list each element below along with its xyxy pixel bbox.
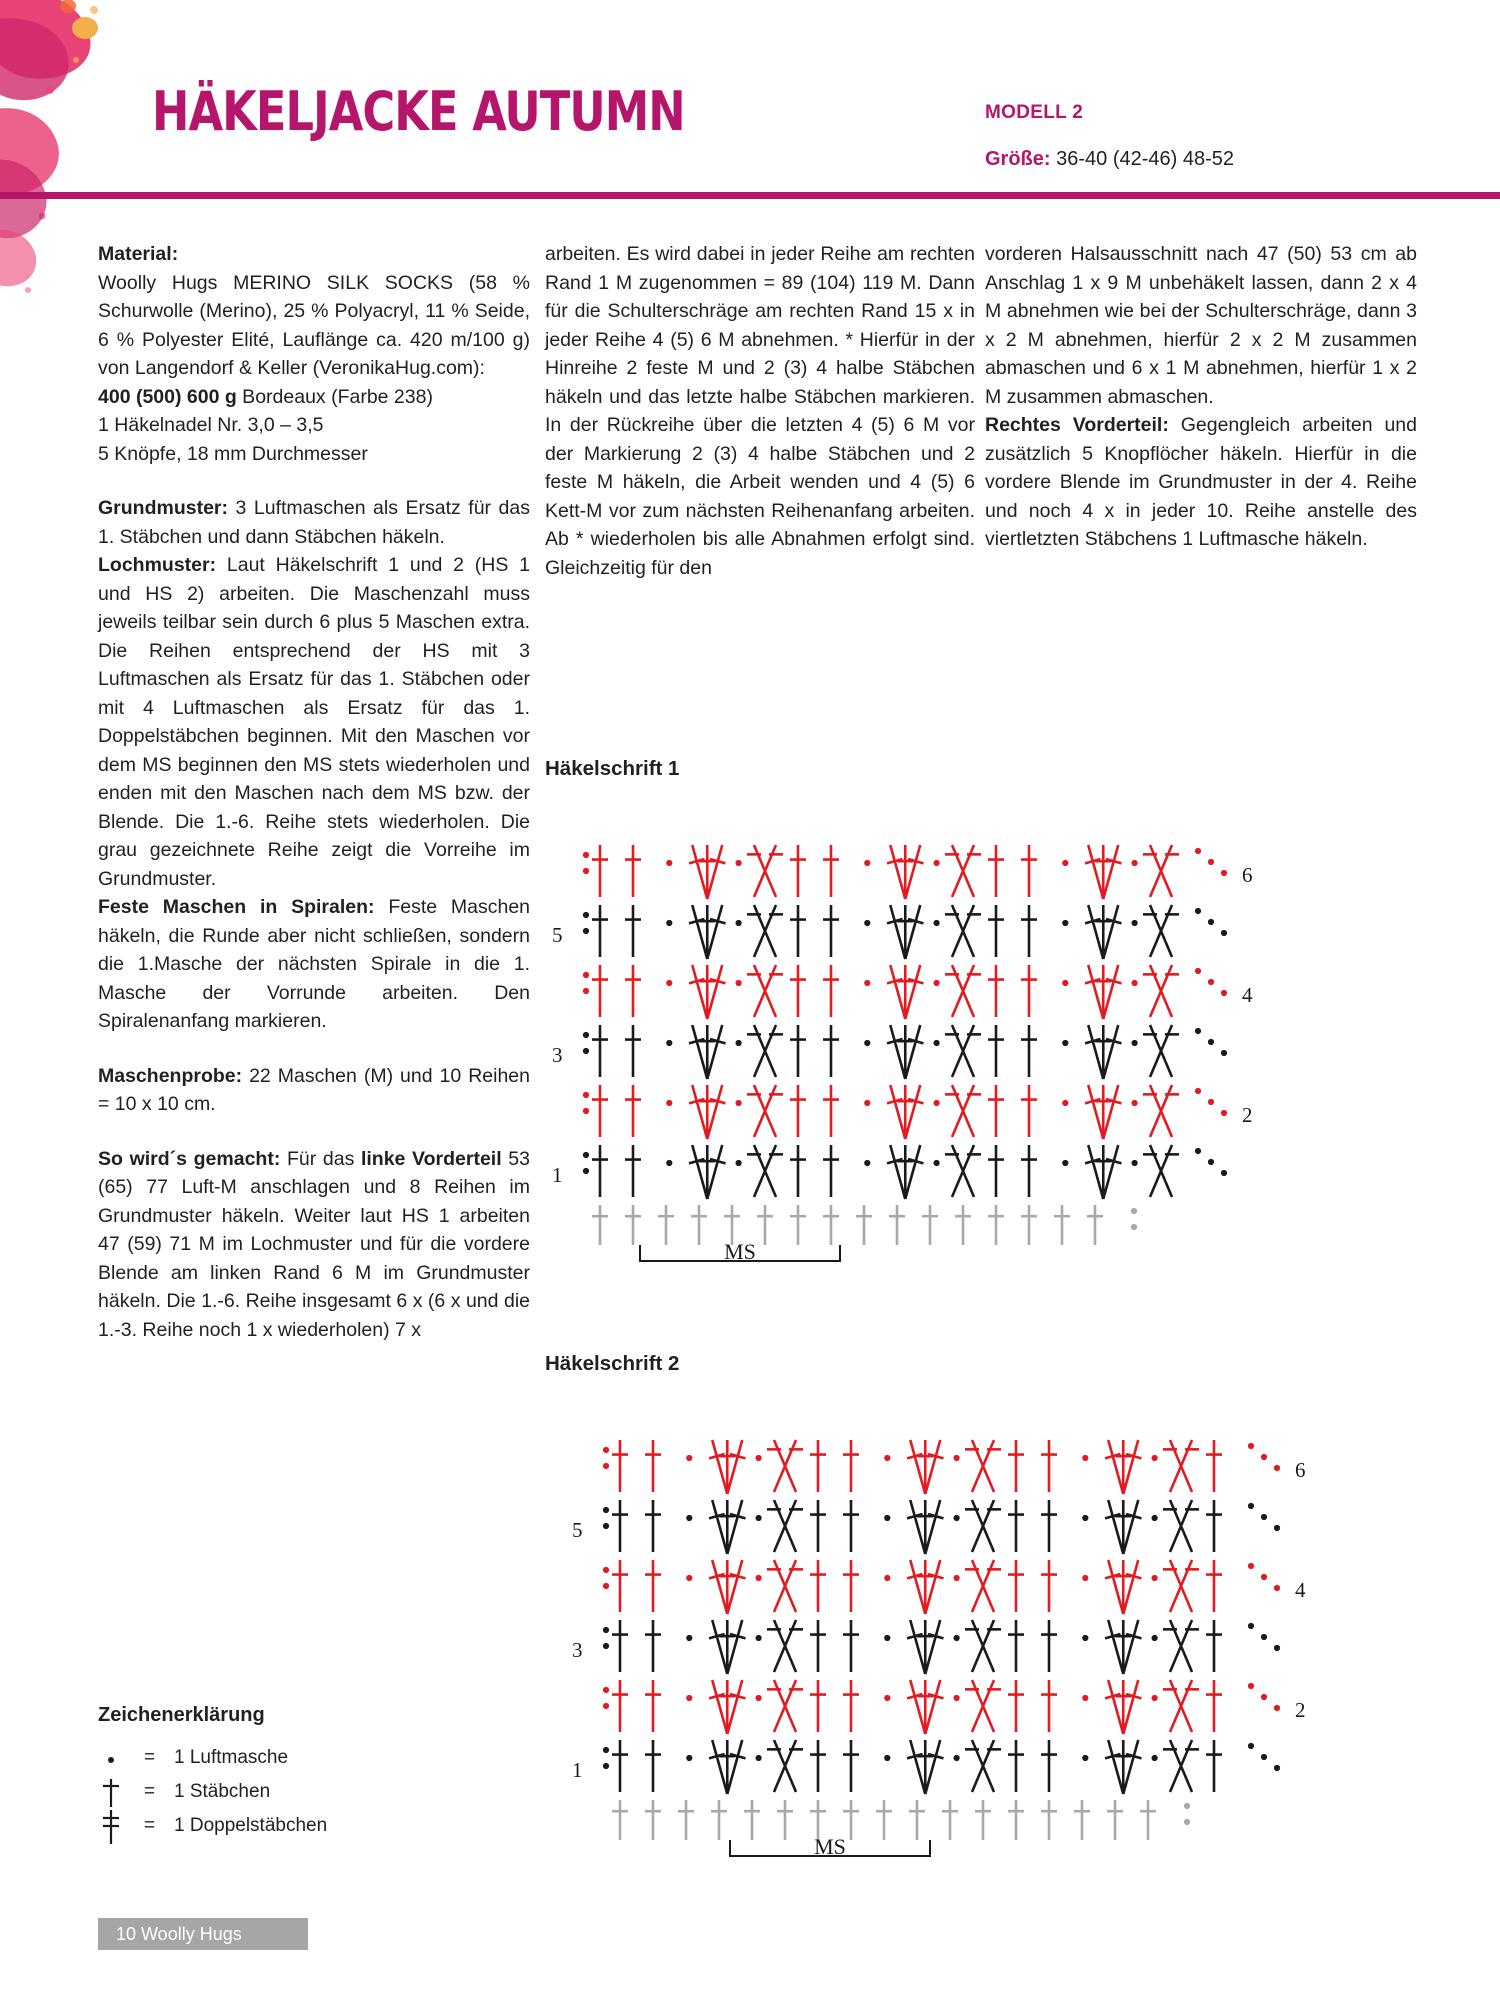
- svg-text:1: 1: [552, 1163, 563, 1187]
- legend-row: = 1 Stäbchen: [98, 1775, 518, 1809]
- crochet-chart-1: 1 2 3 4 5 6 MS: [530, 785, 1410, 1325]
- svg-text:3: 3: [552, 1043, 563, 1067]
- legend-text: 1 Stäbchen: [174, 1781, 271, 1802]
- header-divider: [0, 192, 1500, 199]
- legend-row: = 1 Doppelstäbchen: [98, 1806, 518, 1846]
- chart1-title: Häkelschrift 1: [545, 757, 680, 780]
- text-column-2: arbeiten. Es wird dabei in jeder Reihe a…: [545, 240, 975, 582]
- paragraph: arbeiten. Es wird dabei in jeder Reihe a…: [545, 243, 975, 579]
- size-line: Größe: 36-40 (42-46) 48-52: [985, 148, 1234, 171]
- paragraph: Maschenprobe: 22 Maschen (M) und 10 Reih…: [98, 1064, 530, 1116]
- svg-text:5: 5: [572, 1518, 583, 1542]
- legend-equals: =: [144, 1815, 156, 1836]
- chart2-title: Häkelschrift 2: [545, 1352, 680, 1375]
- paragraph: vorderen Halsausschnitt nach 47 (50) 53 …: [985, 243, 1417, 550]
- paragraph-gap: [98, 1036, 530, 1062]
- page-footer: 10 Woolly Hugs: [98, 1918, 308, 1950]
- svg-text:5: 5: [552, 923, 563, 947]
- paragraph-gap: [98, 468, 530, 494]
- svg-text:4: 4: [1242, 983, 1253, 1007]
- legend-equals: =: [144, 1781, 156, 1802]
- svg-text:MS: MS: [724, 1239, 756, 1264]
- legend: Zeichenerklärung = 1 Luftmasche = 1 Stäbche…: [98, 1704, 518, 1846]
- size-value: 36-40 (42-46) 48-52: [1050, 148, 1235, 170]
- legend-text: 1 Luftmasche: [174, 1747, 289, 1768]
- model-label: MODELL 2: [985, 102, 1084, 123]
- svg-text:MS: MS: [814, 1834, 846, 1859]
- size-label: Größe:: [985, 148, 1051, 170]
- paragraph: Grundmuster: 3 Luftmaschen als Ersatz fü…: [98, 497, 531, 1032]
- text-column-1: Material: Woolly Hugs MERINO SILK SOCKS (…: [98, 240, 530, 1344]
- legend-symbol-staebchen-icon: [98, 1775, 144, 1809]
- svg-text:6: 6: [1242, 863, 1253, 887]
- legend-row: = 1 Luftmasche: [98, 1741, 518, 1775]
- text-column-3: vorderen Halsausschnitt nach 47 (50) 53 …: [985, 240, 1417, 554]
- svg-text:1: 1: [572, 1758, 583, 1782]
- paragraph: Material: Woolly Hugs MERINO SILK SOCKS (…: [98, 243, 530, 465]
- paragraph: So wird´s gemacht: Für das linke Vordert…: [98, 1147, 530, 1341]
- legend-symbol-dot-icon: [98, 1745, 144, 1771]
- legend-title: Zeichenerklärung: [98, 1704, 265, 1726]
- svg-text:2: 2: [1242, 1103, 1253, 1127]
- svg-text:2: 2: [1295, 1698, 1306, 1722]
- crochet-chart-2: 1 2 3 4 5 6 MS: [530, 1380, 1430, 1920]
- svg-text:6: 6: [1295, 1458, 1306, 1482]
- legend-equals: =: [144, 1747, 156, 1768]
- legend-text: 1 Doppelstäbchen: [174, 1815, 328, 1836]
- paragraph-gap: [98, 1119, 530, 1145]
- page-header: HÄKELJACKE AUTUMN MODELL 2 Größe: 36-40 …: [0, 0, 1500, 200]
- svg-text:4: 4: [1295, 1578, 1306, 1602]
- page-title: HÄKELJACKE AUTUMN: [152, 80, 686, 143]
- legend-symbol-doppelstaebchen-icon: [98, 1806, 144, 1846]
- svg-text:3: 3: [572, 1638, 583, 1662]
